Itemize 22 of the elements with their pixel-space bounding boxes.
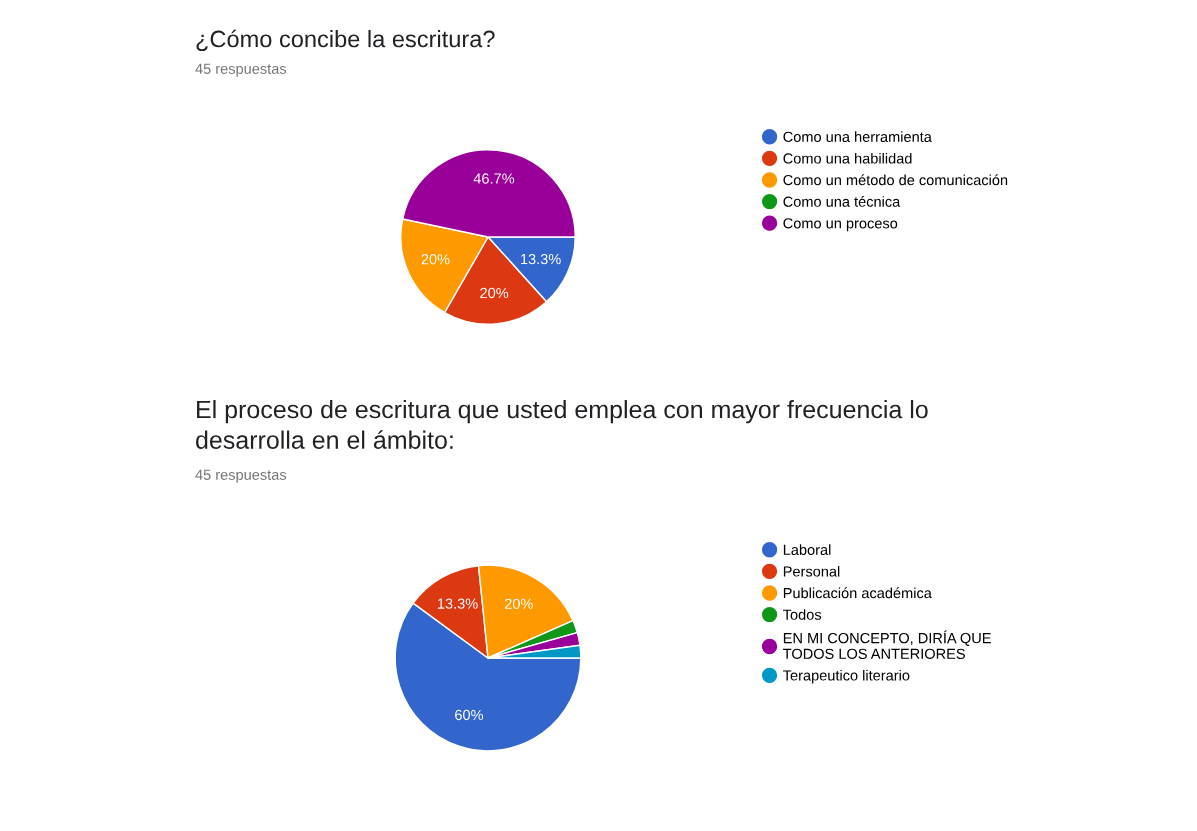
legend-label: Personal [783, 565, 840, 577]
data-label: 46.7% [473, 173, 515, 184]
legend-label: Terapeutico literario [783, 669, 910, 684]
data-label: 13.3% [521, 253, 561, 265]
legend-label: Como una herramienta [783, 131, 932, 142]
legend-label: Laboral [783, 544, 831, 555]
legend-label: Publicación académica [783, 587, 932, 599]
text: 45 respuestas [195, 63, 287, 77]
data-label: 13.3% [437, 598, 478, 609]
data-label: 20% [480, 287, 509, 299]
text: 45 respuestas [195, 469, 287, 483]
data-label: 60% [455, 709, 484, 721]
legend-label: Como una técnica [783, 195, 901, 207]
chart-title: ¿Cómo concibe la escritura? [196, 29, 495, 52]
legend-label: Como una habilidad [783, 152, 912, 164]
legend-label: Como un proceso [783, 218, 898, 232]
chart-title: El proceso de escritura que usted emplea con mayor frecuencia lo desarrolla en el ámbito: [196, 400, 928, 449]
data-label: 20% [421, 254, 450, 265]
legend-label: Como un método de comunicación [783, 174, 1008, 186]
data-label: 20% [504, 598, 533, 609]
legend-label: Todos [783, 609, 822, 620]
legend-label: EN MI CONCEPTO, DIRÍA QUE TODOS LOS ANTERIORES [783, 630, 991, 659]
